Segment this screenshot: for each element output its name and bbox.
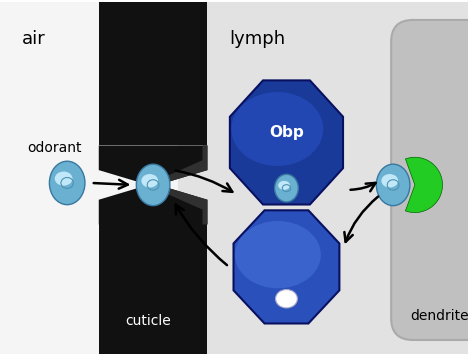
- Ellipse shape: [137, 164, 170, 206]
- Text: cuticle: cuticle: [125, 314, 171, 328]
- Polygon shape: [158, 185, 208, 224]
- Ellipse shape: [274, 174, 298, 202]
- Ellipse shape: [278, 181, 290, 190]
- Text: dendrite: dendrite: [410, 309, 469, 323]
- Ellipse shape: [376, 164, 410, 206]
- Ellipse shape: [278, 176, 295, 190]
- Wedge shape: [405, 157, 443, 213]
- Ellipse shape: [275, 289, 297, 308]
- Bar: [99, 224, 208, 354]
- Ellipse shape: [231, 92, 323, 166]
- Ellipse shape: [235, 221, 321, 288]
- Bar: [0, 2, 178, 354]
- Polygon shape: [99, 185, 208, 224]
- Text: lymph: lymph: [229, 30, 285, 48]
- Ellipse shape: [382, 174, 398, 188]
- Polygon shape: [230, 80, 343, 204]
- Ellipse shape: [49, 161, 85, 205]
- Polygon shape: [158, 145, 208, 185]
- FancyBboxPatch shape: [391, 20, 474, 340]
- Text: Obp: Obp: [269, 125, 304, 140]
- Polygon shape: [234, 210, 339, 324]
- Bar: [178, 2, 468, 354]
- Polygon shape: [99, 145, 208, 185]
- Text: air: air: [22, 30, 46, 48]
- Ellipse shape: [55, 172, 73, 186]
- Ellipse shape: [141, 174, 158, 188]
- Text: odorant: odorant: [27, 141, 82, 155]
- Bar: [99, 2, 208, 145]
